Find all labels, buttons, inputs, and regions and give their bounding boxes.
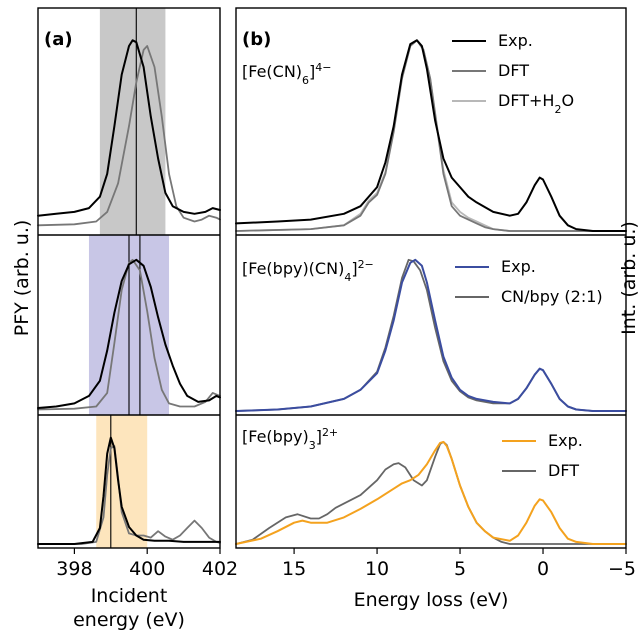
panel-b-y-axis-label: Int. (arb. u.): [618, 221, 638, 335]
panel-b: 15 10 5 0 −5 [Fe(CN)6]4− Exp. DFT DFT+H2O [Fe(bp…: [235, 7, 638, 611]
panel-a-label: (a): [44, 29, 73, 50]
pfy-curves: [37, 39, 221, 545]
pfy-series-row-3-exp: [37, 436, 221, 545]
panel-a-x-ticks: 398 400 402: [56, 548, 238, 580]
legend-entry-row-3-exp: Exp.: [548, 431, 583, 450]
legend-entry-row-2-cn-bpy-2-1: CN/bpy (2:1): [501, 287, 603, 306]
panel-a-x-axis-label-line2: energy (eV): [73, 609, 185, 631]
panel-a-y-axis-label: PFY (arb. u.): [11, 220, 33, 337]
panel-b-x-axis-label: Energy loss (eV): [354, 589, 509, 611]
compound-labels-and-legends: [Fe(CN)6]4− Exp. DFT DFT+H2O [Fe(bpy)(CN)4]2…: [242, 31, 603, 480]
pfy-series-row-1-dft: [37, 45, 221, 227]
pfy-series-row-2-exp: [37, 258, 221, 409]
panel-b-x-tick-label-2: 10: [365, 558, 389, 580]
pfy-series-row-2-dft: [37, 258, 221, 411]
panel-b-label: (b): [242, 29, 271, 50]
panel-a-x-tick-label-398: 398: [56, 558, 92, 580]
compound-label-row-2: [Fe(bpy)(CN)4]2−: [242, 258, 374, 284]
pfy-series-row-1-exp: [37, 39, 221, 217]
row-dividers: [236, 234, 626, 416]
panel-a: 398 400 402 (a) PFY (arb. u.) Incident ene…: [11, 7, 238, 631]
compound-label-row-3: [Fe(bpy)3]2+: [242, 426, 338, 452]
row-dividers: [38, 234, 220, 416]
rixs-series-row-3-exp: [235, 440, 627, 545]
panel-b-x-tick-label-3: 5: [454, 558, 466, 580]
panel-b-x-tick-label-5: −5: [608, 558, 636, 580]
legend-entry-row-3-dft: DFT: [548, 461, 579, 480]
pfy-series-row-3-dft: [37, 445, 221, 545]
excitation-shade-row-1: [99, 8, 166, 235]
legend-entry-row-2-exp: Exp.: [501, 257, 536, 276]
legend-entry-row-1-exp: Exp.: [498, 31, 533, 50]
rixs-series-row-2-exp: [235, 258, 627, 412]
compound-label-row-1: [Fe(CN)6]4−: [242, 61, 332, 87]
panel-a-frame: [37, 7, 221, 549]
legend-entry-row-1-dft-h2o: DFT+H2O: [498, 91, 574, 116]
legend-entry-row-1-dft: DFT: [498, 61, 529, 80]
rixs-curves: [235, 39, 627, 545]
panel-a-x-axis-label-line1: Incident: [91, 585, 168, 607]
rixs-series-row-2-cn-bpy-2-1: [235, 258, 627, 412]
panel-b-x-tick-label-4: 0: [537, 558, 549, 580]
panel-a-x-tick-label-400: 400: [129, 558, 165, 580]
panel-b-x-ticks: 15 10 5 0 −5: [282, 548, 636, 580]
panel-b-frame: [235, 7, 627, 549]
panel-b-x-tick-label-1: 15: [282, 558, 306, 580]
panel-a-x-tick-label-402: 402: [202, 558, 238, 580]
rixs-series-row-1-exp: [235, 39, 627, 232]
